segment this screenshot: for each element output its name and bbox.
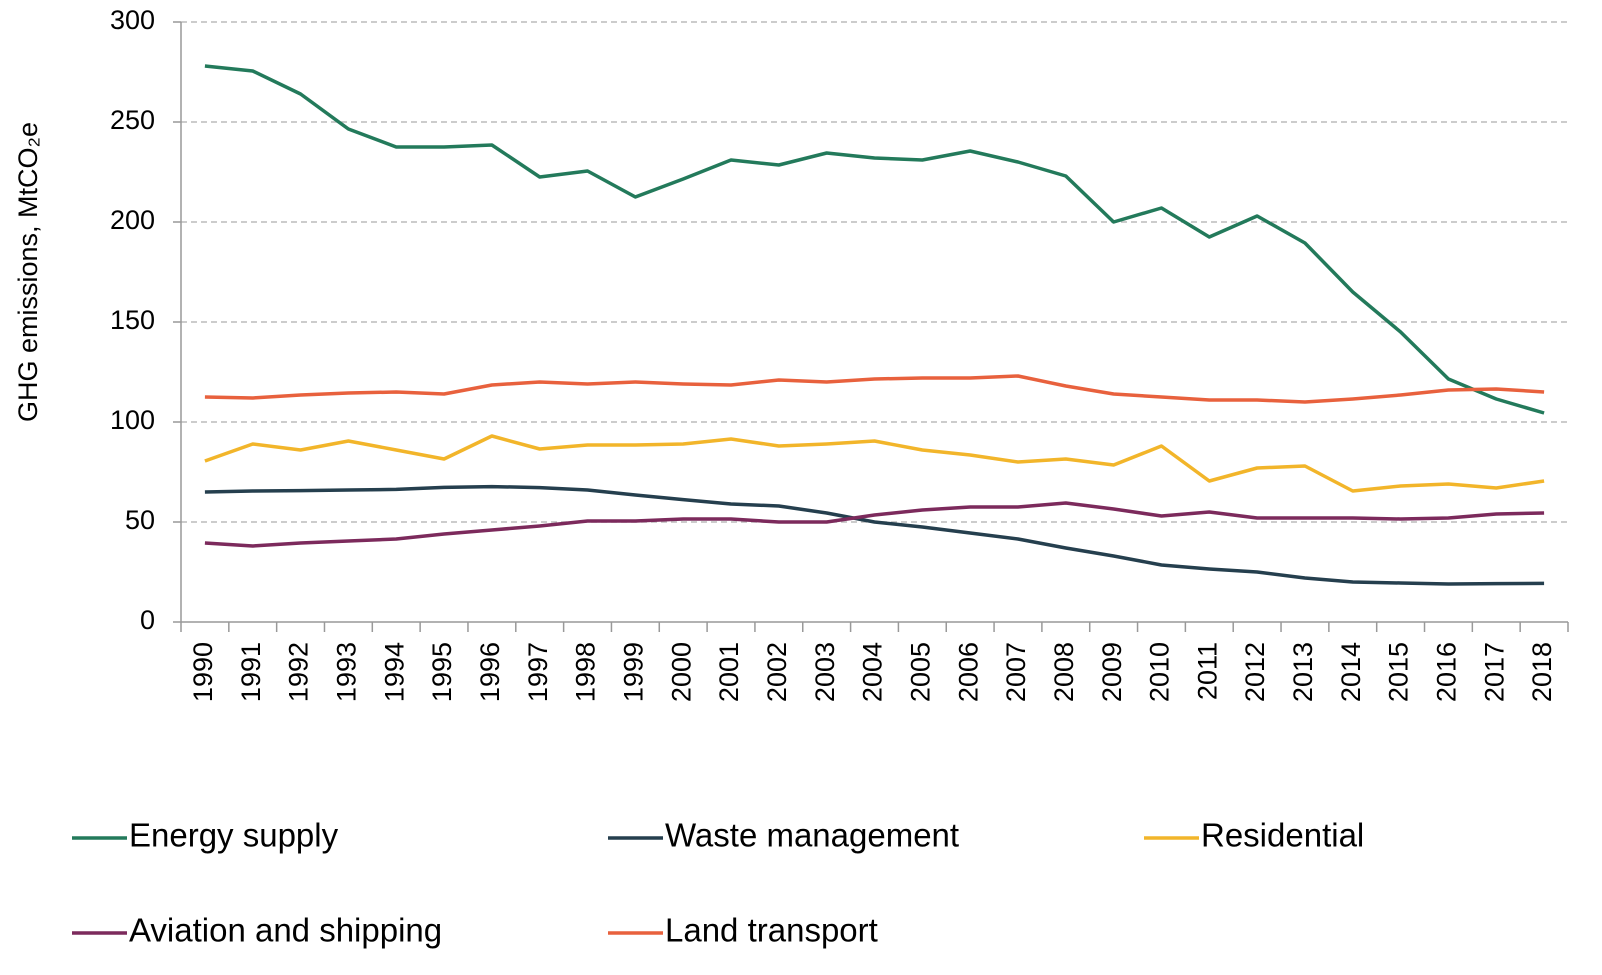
y-tick-label: 50: [125, 505, 155, 535]
series-line: [204, 434, 1545, 493]
legend-label: Energy supply: [129, 817, 339, 854]
series-line: [204, 64, 1545, 415]
x-tick-label: 2014: [1336, 642, 1366, 702]
legend-label: Waste management: [665, 817, 959, 854]
x-tick-label: 1994: [379, 642, 409, 702]
legend-label: Land transport: [665, 912, 878, 949]
series-line: [204, 484, 1545, 586]
x-tick-label: 2005: [905, 642, 935, 702]
x-tick-label: 2010: [1145, 642, 1175, 702]
x-tick-label: 2003: [810, 642, 840, 702]
y-tick-label: 300: [110, 5, 155, 35]
x-tick-label: 2004: [858, 642, 888, 702]
legend-label: Aviation and shipping: [129, 912, 442, 949]
x-tick-label: 2017: [1479, 642, 1509, 702]
x-tick-label: 2006: [953, 642, 983, 702]
x-tick-label: 2016: [1432, 642, 1462, 702]
x-tick-label: 1999: [618, 642, 648, 702]
x-tick-label: 2001: [714, 642, 744, 702]
y-tick-label: 100: [110, 405, 155, 435]
y-tick-label: 150: [110, 305, 155, 335]
x-tick-label: 2002: [762, 642, 792, 702]
y-tick-label: 250: [110, 105, 155, 135]
x-tick-label: 2007: [1001, 642, 1031, 702]
x-tick-label: 1997: [523, 642, 553, 702]
series-line: [204, 501, 1545, 548]
legend-label: Residential: [1201, 817, 1364, 854]
x-tick-label: 1991: [236, 642, 266, 702]
y-tick-label: 200: [110, 205, 155, 235]
x-tick-label: 1992: [284, 642, 314, 702]
x-tick-label: 1996: [475, 642, 505, 702]
x-tick-label: 1993: [332, 642, 362, 702]
x-tick-label: 1995: [427, 642, 457, 702]
y-axis-label: GHG emissions, MtCO₂e: [13, 122, 43, 422]
x-tick-label: 2009: [1097, 642, 1127, 702]
x-tick-label: 2015: [1384, 642, 1414, 702]
x-tick-label: 2000: [666, 642, 696, 702]
y-tick-label: 0: [140, 605, 155, 635]
x-tick-label: 2012: [1240, 642, 1270, 702]
x-tick-label: 2013: [1288, 642, 1318, 702]
x-tick-label: 2018: [1527, 642, 1557, 702]
x-tick-label: 1990: [188, 642, 218, 702]
x-tick-label: 2008: [1049, 642, 1079, 702]
x-tick-label: 2011: [1192, 642, 1222, 700]
series-line: [204, 374, 1545, 404]
x-tick-label: 1998: [571, 642, 601, 702]
